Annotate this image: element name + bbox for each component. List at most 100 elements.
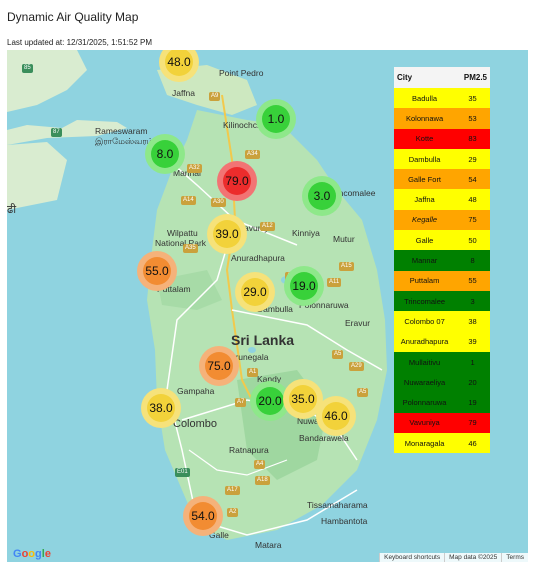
aqi-marker-value: 3.0 bbox=[308, 182, 336, 210]
legend-pm25-value: 50 bbox=[468, 235, 477, 245]
map-attribution: Keyboard shortcuts Map data ©2025 Terms bbox=[379, 553, 528, 562]
legend-row: Badulla 35 bbox=[394, 88, 490, 109]
aqi-marker-vavuniya[interactable]: 79.0 bbox=[217, 161, 257, 201]
google-logo-letter: g bbox=[35, 548, 42, 560]
legend-row: Polonnaruwa 19 bbox=[394, 392, 490, 413]
place-jaffna: Jaffna bbox=[172, 88, 196, 98]
terms-link[interactable]: Terms bbox=[501, 553, 528, 562]
place-mannar: Mannar bbox=[173, 168, 202, 178]
legend-pm25-value: 79 bbox=[468, 418, 477, 428]
map-data-text: Map data ©2025 bbox=[444, 553, 501, 562]
place-vavuniya: Vavuniya bbox=[239, 223, 274, 233]
legend-pm25-value: 46 bbox=[468, 438, 477, 448]
road-shield: A32 bbox=[187, 164, 202, 173]
legend-pm25-value: 39 bbox=[468, 337, 477, 347]
road-shield: A9 bbox=[209, 92, 221, 101]
aqi-marker-monaragala[interactable]: 46.0 bbox=[316, 396, 356, 436]
road-shield: A2 bbox=[227, 508, 239, 517]
legend-city: Vavuniya bbox=[409, 418, 440, 428]
place-bandarawela: Bandarawela bbox=[299, 433, 349, 443]
road-shield: A17 bbox=[225, 486, 240, 495]
legend-header-row: City PM2.5 bbox=[394, 67, 490, 88]
legend-city: Galle bbox=[415, 235, 434, 245]
place-gampaha: Gampaha bbox=[177, 386, 215, 396]
legend-city: Badulla bbox=[412, 93, 438, 103]
google-logo-letter: o bbox=[28, 548, 36, 560]
place-kurunegala: Kurunegala bbox=[225, 352, 269, 362]
legend-pm25-value: 53 bbox=[468, 113, 477, 123]
legend-pm25-value: 19 bbox=[468, 398, 477, 408]
aqi-marker-anuradhapura[interactable]: 39.0 bbox=[207, 214, 247, 254]
place-tissamaharama: Tissamaharama bbox=[307, 500, 368, 510]
road-shield: A12 bbox=[260, 222, 275, 231]
legend-pm25-value: 48 bbox=[468, 195, 477, 205]
legend-pm25-value: 1 bbox=[470, 357, 475, 367]
road-shield: A18 bbox=[255, 476, 270, 485]
aqi-marker-value: 19.0 bbox=[290, 272, 318, 300]
aqi-marker-value: 20.0 bbox=[256, 387, 284, 415]
legend-row: Monaragala 46 bbox=[394, 433, 490, 454]
legend-row: Jaffna 48 bbox=[394, 189, 490, 210]
legend-row: Dambulla 29 bbox=[394, 148, 490, 170]
place-rameswaram-ta: இராமேஸ்வரம் bbox=[95, 136, 154, 146]
legend-city: Mannar bbox=[411, 256, 438, 266]
road-shield: 85 bbox=[22, 64, 33, 73]
google-logo-letter: l bbox=[41, 548, 45, 560]
road-shield: A35 bbox=[183, 244, 198, 253]
keyboard-shortcuts-link[interactable]: Keyboard shortcuts bbox=[379, 553, 444, 562]
aqi-marker-dambulla[interactable]: 29.0 bbox=[235, 272, 275, 312]
aqi-marker-galle-fort[interactable]: 54.0 bbox=[183, 496, 223, 536]
place-left-edge: ढी bbox=[7, 204, 17, 216]
legend-row: Anuradhapura 39 bbox=[394, 331, 490, 352]
place-wilpattu-np: National Park bbox=[155, 238, 207, 248]
place-mutur: Mutur bbox=[333, 234, 355, 244]
aqi-marker-trincomalee[interactable]: 3.0 bbox=[302, 176, 342, 216]
place-galle: Galle bbox=[209, 530, 229, 540]
place-eravur: Eravur bbox=[345, 318, 371, 328]
legend-city: Kotte bbox=[415, 134, 434, 144]
last-updated-text: Last updated at: 12/31/2025, 1:51:52 PM bbox=[7, 38, 152, 47]
place-kinniya: Kinniya bbox=[292, 228, 320, 238]
legend-pm25-value: 3 bbox=[470, 296, 475, 306]
google-logo-letter: G bbox=[13, 548, 22, 560]
place-polonnaruwa: Polonnaruwa bbox=[299, 300, 349, 310]
place-anuradhapura: Anuradhapura bbox=[231, 253, 285, 263]
legend-header-city: City bbox=[394, 67, 456, 88]
aqi-marker-jaffna[interactable]: 48.0 bbox=[159, 50, 199, 82]
aqi-marker-kegalle[interactable]: 75.0 bbox=[199, 346, 239, 386]
legend-city: Jaffna bbox=[414, 195, 435, 205]
legend-row: Puttalam 55 bbox=[394, 270, 490, 291]
legend-city: Nuwaraeliya bbox=[403, 377, 446, 387]
legend-table: City PM2.5 Badulla 35 Kolonnawa 53 Kotte 83 Da… bbox=[394, 67, 490, 454]
road-shield: E01 bbox=[175, 468, 190, 477]
aqi-marker-value: 54.0 bbox=[189, 502, 217, 530]
aqi-marker-value: 1.0 bbox=[262, 105, 290, 133]
aqi-marker-value: 55.0 bbox=[143, 257, 171, 285]
aqi-marker-value: 75.0 bbox=[205, 352, 233, 380]
legend-city: Puttalam bbox=[409, 276, 440, 286]
legend-city: Dambulla bbox=[408, 154, 441, 164]
aqi-marker-colombo-07[interactable]: 38.0 bbox=[141, 388, 181, 428]
legend-row: Nuwaraeliya 20 bbox=[394, 372, 490, 393]
google-logo: Google bbox=[13, 548, 51, 560]
place-colombo: Colombo bbox=[173, 418, 218, 430]
aqi-marker-value: 46.0 bbox=[322, 402, 350, 430]
aqi-marker-value: 29.0 bbox=[241, 278, 269, 306]
aqi-marker-mannar[interactable]: 8.0 bbox=[145, 134, 185, 174]
google-logo-letter: e bbox=[44, 548, 51, 560]
aqi-marker-mullaitivu[interactable]: 1.0 bbox=[256, 99, 296, 139]
place-puttalam: Puttalam bbox=[157, 284, 191, 294]
legend-pm25-value: 75 bbox=[468, 215, 477, 225]
road-shield: A15 bbox=[339, 262, 354, 271]
aqi-marker-nuwaraeliya[interactable]: 20.0 bbox=[250, 381, 290, 421]
aqi-marker-polonnaruwa[interactable]: 19.0 bbox=[284, 266, 324, 306]
legend-city: Monaragala bbox=[404, 438, 445, 448]
google-logo-letter: o bbox=[21, 548, 29, 560]
aqi-marker-puttalam[interactable]: 55.0 bbox=[137, 251, 177, 291]
legend-row: Galle 50 bbox=[394, 230, 490, 251]
place-rameswaram: Rameswaram bbox=[95, 126, 148, 136]
legend-pm25-value: 20 bbox=[468, 377, 477, 387]
legend-row: Kegalle 75 bbox=[394, 209, 490, 231]
legend-pm25-value: 8 bbox=[470, 256, 475, 266]
pm25-legend: City PM2.5 Badulla 35 Kolonnawa 53 Kotte 83 Da… bbox=[394, 67, 490, 454]
